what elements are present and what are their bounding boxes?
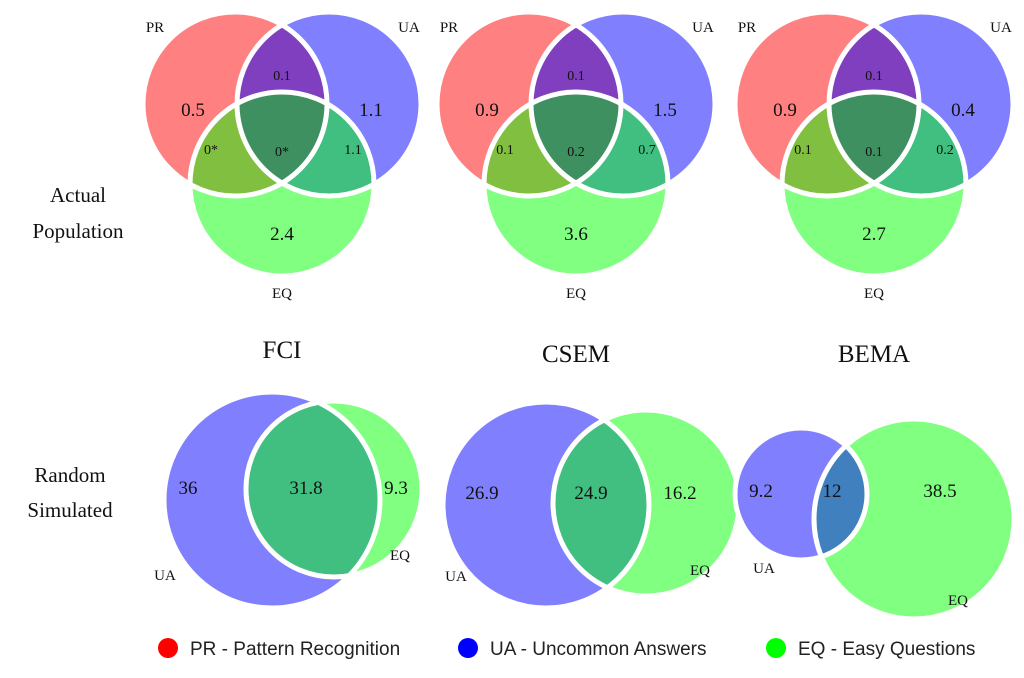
venn-actual-csem: 0.9 1.5 3.6 0.1 0.1 0.7 0.2 PR UA EQ	[434, 9, 718, 302]
value-ua-eq: 0.7	[638, 143, 656, 158]
value-eq-only: 9.3	[384, 478, 408, 499]
set-label-pr: PR	[146, 20, 164, 36]
value-eq-only: 38.5	[923, 481, 956, 502]
row-label-actual-line1: Actual	[50, 183, 106, 207]
value-ua-only: 1.1	[359, 100, 383, 121]
legend-dot-ua	[458, 638, 478, 658]
set-label-ua: UA	[692, 20, 714, 36]
legend-label-ua: UA - Uncommon Answers	[490, 639, 706, 660]
venn-actual-bema: 0.9 0.4 2.7 0.1 0.1 0.2 0.1 PR UA EQ	[732, 9, 1016, 302]
value-all: 0.2	[567, 145, 585, 160]
value-pr-ua: 0.1	[865, 69, 883, 84]
legend-dot-eq	[766, 638, 786, 658]
value-ua-eq: 12	[823, 481, 842, 502]
value-pr-only: 0.9	[475, 100, 499, 121]
value-pr-eq: 0.1	[794, 143, 812, 158]
value-ua-only: 0.4	[951, 100, 975, 121]
legend: PR - Pattern Recognition UA - Uncommon A…	[158, 638, 975, 660]
row-label-actual-line2: Population	[32, 219, 124, 243]
value-pr-ua: 0.1	[273, 69, 291, 84]
value-eq-only: 2.7	[862, 224, 886, 245]
venn-diagrams: 0.5 1.1 2.4 0.1 0* 1.1 0* PR UA EQ 0.9 1.5 3.6 0.1 0.1…	[140, 9, 1017, 622]
set-label-eq: EQ	[690, 563, 710, 579]
value-ua-only: 26.9	[465, 483, 498, 504]
value-pr-eq: 0*	[204, 143, 218, 158]
set-label-ua: UA	[753, 561, 775, 577]
column-title-bema: BEMA	[838, 341, 910, 368]
value-ua-only: 9.2	[749, 481, 773, 502]
set-label-eq: EQ	[566, 286, 586, 302]
value-pr-ua: 0.1	[567, 69, 585, 84]
value-ua-eq: 0.2	[936, 143, 954, 158]
region-ua-eq	[553, 410, 649, 596]
set-label-ua: UA	[154, 568, 176, 584]
row-label-random-line2: Simulated	[27, 498, 113, 522]
value-ua-only: 36	[179, 478, 198, 499]
set-label-eq: EQ	[864, 286, 884, 302]
set-label-ua: UA	[398, 20, 420, 36]
set-label-pr: PR	[440, 20, 458, 36]
row-label-random-line1: Random	[34, 463, 105, 487]
venn-actual-fci: 0.5 1.1 2.4 0.1 0* 1.1 0* PR UA EQ	[140, 9, 424, 302]
value-ua-only: 1.5	[653, 100, 677, 121]
value-pr-eq: 0.1	[496, 143, 514, 158]
venn-random-fci: 36 31.8 9.3 UA EQ	[154, 389, 425, 611]
value-pr-only: 0.5	[181, 100, 205, 121]
value-ua-eq: 31.8	[289, 478, 322, 499]
legend-label-pr: PR - Pattern Recognition	[190, 639, 400, 660]
legend-dot-pr	[158, 638, 178, 658]
value-pr-only: 0.9	[773, 100, 797, 121]
value-ua-eq: 24.9	[574, 483, 607, 504]
venn-random-csem: 26.9 24.9 16.2 UA EQ	[440, 399, 742, 611]
venn-random-bema: 9.2 12 38.5 UA EQ	[732, 416, 1017, 622]
value-all: 0.1	[865, 145, 883, 160]
set-label-eq: EQ	[272, 286, 292, 302]
value-eq-only: 2.4	[270, 224, 294, 245]
legend-label-eq: EQ - Easy Questions	[798, 639, 975, 660]
set-label-eq: EQ	[948, 593, 968, 609]
set-label-pr: PR	[738, 20, 756, 36]
value-eq-only: 16.2	[663, 483, 696, 504]
set-label-ua: UA	[990, 20, 1012, 36]
value-all: 0*	[275, 145, 289, 160]
value-eq-only: 3.6	[564, 224, 588, 245]
column-title-csem: CSEM	[542, 341, 610, 368]
set-label-ua: UA	[445, 569, 467, 585]
column-title-fci: FCI	[263, 337, 302, 364]
value-ua-eq: 1.1	[344, 143, 362, 158]
set-label-eq: EQ	[390, 548, 410, 564]
